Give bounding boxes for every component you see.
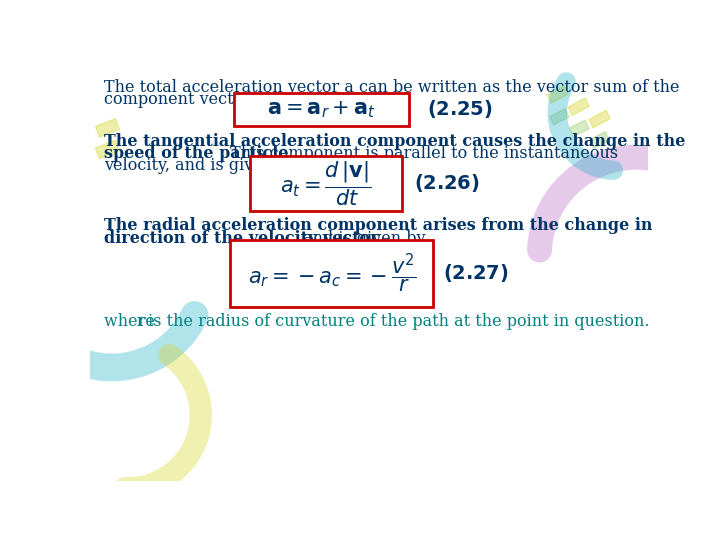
Text: and is given by: and is given by [297,230,426,247]
Text: $\mathbf{a} = \mathbf{a}_{r} + \mathbf{a}_{t}$: $\mathbf{a} = \mathbf{a}_{r} + \mathbf{a… [267,99,376,120]
Text: The radial acceleration component arises from the change in: The radial acceleration component arises… [104,217,652,234]
Polygon shape [568,98,589,116]
Text: The tangential acceleration component causes the change in the: The tangential acceleration component ca… [104,132,685,150]
Text: velocity, and is given by: velocity, and is given by [104,157,297,174]
Text: is the radius of curvature of the path at the point in question.: is the radius of curvature of the path a… [143,313,649,330]
Polygon shape [96,119,120,137]
Text: direction of the velocity vector: direction of the velocity vector [104,230,379,247]
Text: $a_t = \dfrac{d\,|\mathbf{v}|}{dt}$: $a_t = \dfrac{d\,|\mathbf{v}|}{dt}$ [280,159,371,208]
FancyBboxPatch shape [230,240,433,307]
Text: where: where [104,313,160,330]
FancyBboxPatch shape [234,92,409,126]
Text: $\bf{(2.26)}$: $\bf{(2.26)}$ [414,172,480,194]
Text: $\bf{(2.27)}$: $\bf{(2.27)}$ [443,262,508,285]
Text: speed of the particle.: speed of the particle. [104,145,294,162]
Polygon shape [547,85,568,103]
Text: $a_r = -a_c = -\dfrac{v^2}{r}$: $a_r = -a_c = -\dfrac{v^2}{r}$ [248,252,416,295]
Polygon shape [96,140,120,159]
Text: The total acceleration vector a can be written as the vector sum of the: The total acceleration vector a can be w… [104,79,680,96]
Text: r: r [137,313,145,330]
Text: $\bf{(2.25)}$: $\bf{(2.25)}$ [427,98,492,120]
Polygon shape [570,120,589,137]
Polygon shape [549,109,569,125]
Polygon shape [589,110,610,128]
Text: This component is parallel to the instantaneous: This component is parallel to the instan… [225,145,618,162]
Text: component vectors:: component vectors: [104,91,264,108]
Polygon shape [590,132,609,148]
FancyBboxPatch shape [250,156,402,211]
